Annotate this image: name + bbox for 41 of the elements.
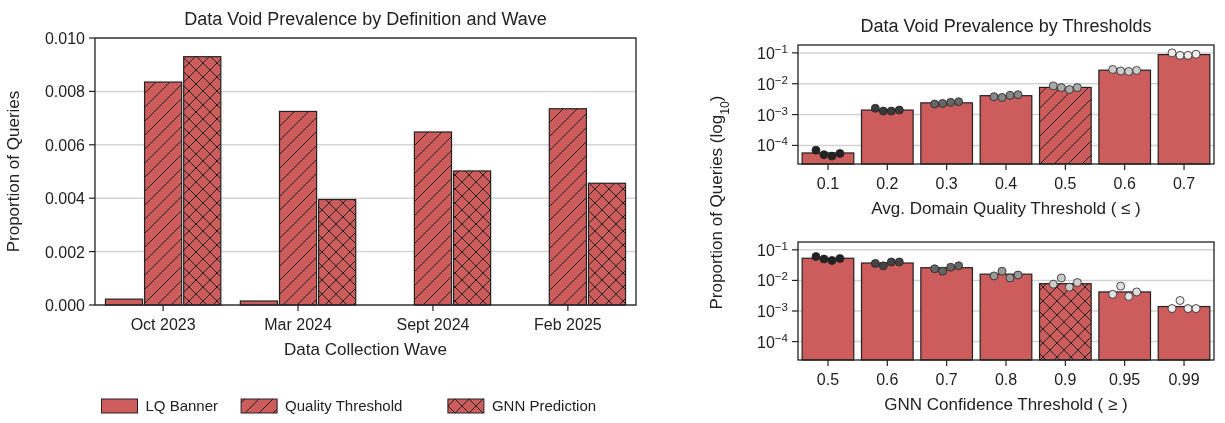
legend-label: GNN Prediction: [491, 397, 597, 414]
x-tick-label: 0.4: [994, 175, 1018, 192]
y-tick-label: 10$^{−4}$: [757, 135, 789, 155]
y-tick-label: 0.000: [44, 297, 86, 314]
x-tick-label: 0.6: [1113, 175, 1136, 192]
y-tick-label: 10$^{−4}$: [757, 331, 789, 351]
y-tick-label: 0.004: [44, 190, 86, 208]
chart-title: Data Void Prevalence by Definition and Wave: [184, 9, 547, 29]
x-tick-label: Oct 2023: [130, 316, 196, 333]
y-tick-label: 0.010: [44, 30, 86, 47]
x-tick-label: 0.6: [876, 371, 899, 388]
y-tick-label: 0.006: [44, 136, 86, 154]
legend-label: Quality Threshold: [285, 397, 403, 414]
x-tick-label: Feb 2025: [534, 316, 602, 333]
y-tick-label: 10$^{−3}$: [757, 104, 788, 124]
x-axis-title: Data Collection Wave: [284, 340, 447, 359]
legend-label: LQ Banner: [145, 397, 219, 414]
x-tick-label: 0.2: [876, 175, 899, 192]
x-tick-label: 0.7: [1172, 175, 1196, 192]
x-tick-label: Mar 2024: [264, 316, 332, 333]
x-tick-label: 0.5: [816, 371, 840, 388]
x-tick-label: 0.99: [1168, 371, 1200, 388]
x-tick-label: 0.1: [816, 175, 840, 192]
y-tick-label: 10$^{−2}$: [757, 73, 788, 93]
y-tick-label: 10$^{−2}$: [757, 270, 788, 290]
y-tick-label: 0.002: [44, 243, 86, 261]
x-tick-label: 0.5: [1054, 175, 1077, 192]
x-axis-title: GNN Confidence Threshold ( ≥ ): [884, 395, 1128, 414]
x-tick-label: 0.95: [1109, 371, 1141, 388]
y-tick-label: 10$^{−1}$: [757, 42, 788, 62]
x-tick-label: Sept 2024: [396, 316, 470, 333]
chart-title: Data Void Prevalence by Thresholds: [860, 16, 1152, 36]
x-tick-label: 0.7: [935, 371, 958, 388]
y-axis-title: Proportion of Queries: [4, 90, 23, 253]
x-tick-label: 0.9: [1054, 371, 1077, 388]
y-tick-label: 0.008: [44, 83, 86, 101]
x-tick-label: 0.3: [935, 175, 958, 192]
y-tick-label: 10$^{−1}$: [757, 239, 788, 259]
y-tick-label: 10$^{−3}$: [757, 300, 788, 320]
x-axis-title: Avg. Domain Quality Threshold ( ≤ ): [871, 199, 1141, 218]
x-tick-label: 0.8: [994, 371, 1018, 388]
